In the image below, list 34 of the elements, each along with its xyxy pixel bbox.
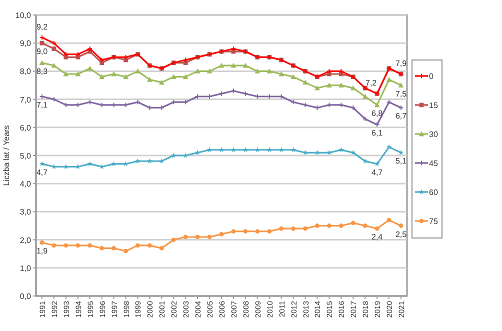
- legend-label: 30: [429, 130, 438, 139]
- legend-label: 60: [429, 188, 438, 197]
- legend-label: 15: [429, 101, 438, 110]
- data-label: 7,5: [395, 89, 408, 98]
- data-label: 2,4: [372, 232, 384, 242]
- data-label: 2,5: [395, 230, 408, 239]
- data-label: 7,1: [36, 100, 48, 110]
- y-tick-label: 9,0: [20, 39, 32, 48]
- data-label: 7,9: [395, 59, 408, 68]
- data-label: 9,0: [36, 47, 48, 56]
- y-tick-label: 5,0: [20, 152, 32, 160]
- legend-label: 0: [429, 72, 434, 81]
- data-label: 6,1: [372, 128, 384, 138]
- y-tick-label: 8,0: [20, 67, 32, 76]
- data-label: 7,2: [366, 78, 378, 88]
- y-tick-label: 3,0: [20, 208, 32, 217]
- y-tick-label: 7,0: [20, 95, 32, 104]
- data-label: 6,8: [372, 108, 384, 118]
- data-label: 6,7: [395, 112, 408, 121]
- legend-label: 75: [429, 217, 438, 226]
- data-label: 4,7: [36, 168, 48, 177]
- y-tick-label: 6,0: [20, 123, 32, 132]
- legend-label: 45: [429, 159, 438, 168]
- data-label: 1,9: [36, 246, 48, 256]
- y-axis-title: Liczba lat / Years: [2, 125, 11, 186]
- y-tick-label: 0,0: [20, 292, 32, 301]
- data-label: 9,2: [36, 22, 48, 32]
- data-label: 5,1: [395, 156, 408, 166]
- y-tick-label: 4,0: [20, 180, 32, 189]
- y-tick-label: 2,0: [20, 236, 32, 245]
- data-label: 4,7: [372, 168, 384, 177]
- data-label: 8,3: [36, 66, 48, 76]
- y-tick-label: 1,0: [20, 264, 32, 273]
- y-tick-label: 10,0: [15, 11, 32, 20]
